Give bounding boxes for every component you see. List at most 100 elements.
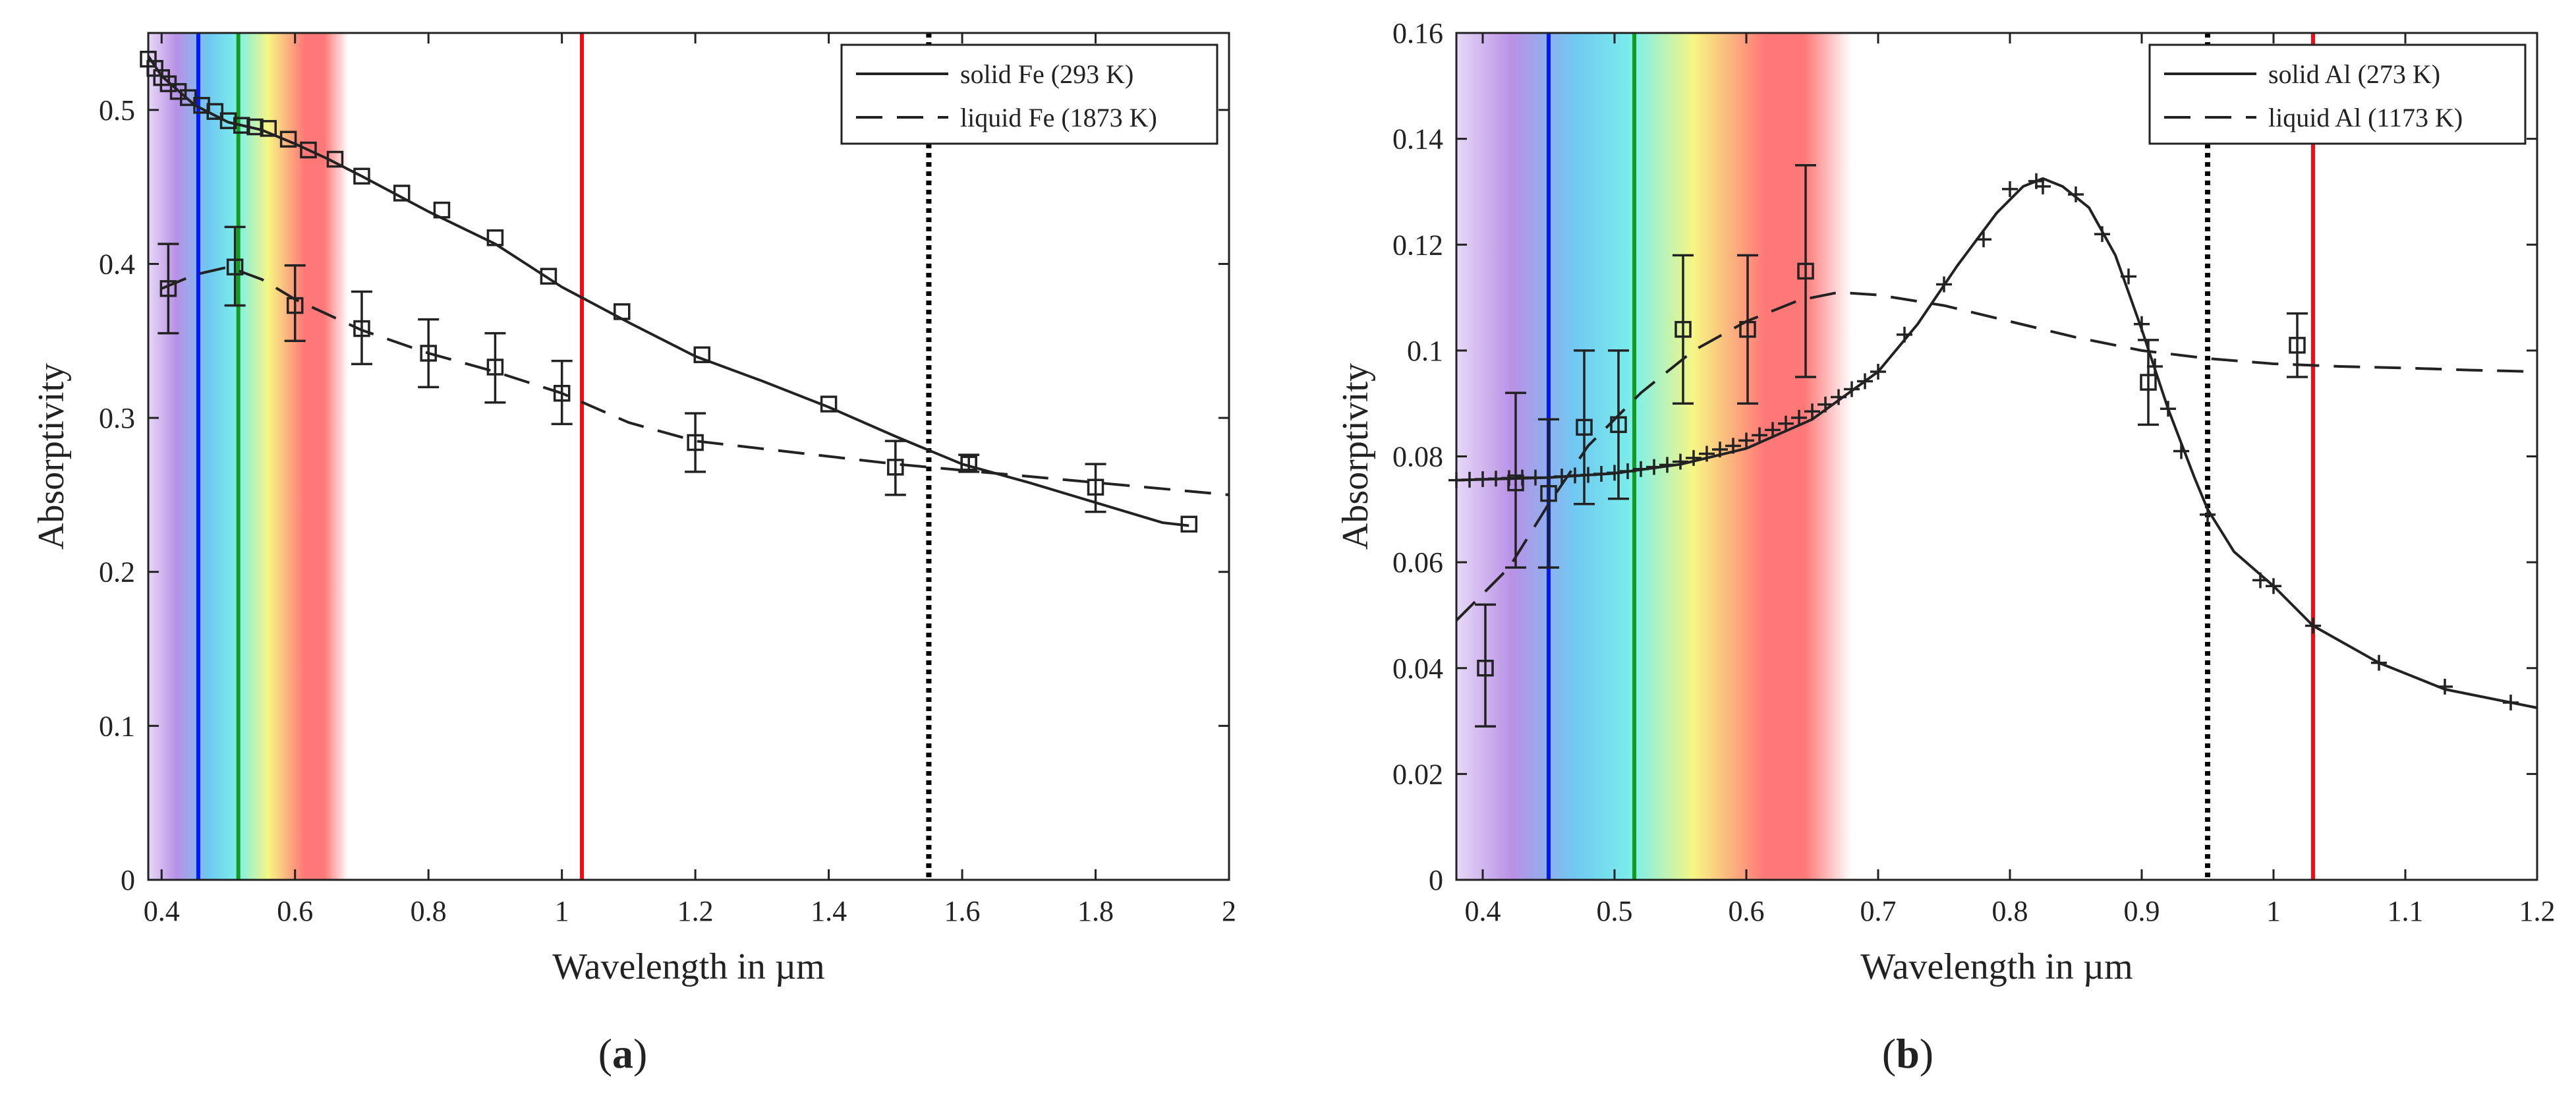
data-point (540, 268, 558, 285)
legend-box (2148, 43, 2527, 145)
data-point (279, 130, 297, 148)
data-point (326, 150, 344, 168)
data-point (1797, 262, 1814, 280)
data-point (353, 320, 370, 337)
data-point (2200, 506, 2216, 523)
data-point (260, 120, 277, 137)
data-point (1778, 415, 1794, 432)
data-point (2140, 374, 2157, 391)
x-tick-label: 0.8 (1992, 895, 2028, 927)
x-tick-label: 1.6 (944, 895, 981, 927)
y-tick-label: 0.06 (1392, 546, 1443, 579)
data-point (1180, 515, 1198, 533)
data-point (2035, 178, 2051, 194)
data-point (1870, 364, 1886, 380)
data-point (1633, 461, 1649, 477)
series-line (161, 266, 1230, 496)
x-tick-label: 2 (1222, 895, 1236, 927)
data-point (2094, 226, 2110, 243)
y-tick-label: 0.1 (99, 710, 135, 742)
data-point (1607, 465, 1622, 481)
data-point (1712, 442, 1728, 458)
data-point (159, 280, 177, 297)
y-tick-label: 0 (1429, 864, 1443, 896)
data-point (1844, 381, 1860, 397)
data-point (1620, 463, 1636, 479)
data-point (1831, 389, 1846, 405)
data-point (433, 201, 451, 219)
x-axis-label: Wavelength in µm (552, 946, 824, 987)
data-point (1818, 396, 1833, 413)
data-point (1576, 418, 1593, 436)
y-tick-label: 0.16 (1392, 17, 1443, 49)
legend-label: solid Fe (293 K) (960, 59, 1133, 89)
data-point (1804, 403, 1820, 420)
panel-b: 0.4 0.5 0.6 0.7 0.8 0.9 1 1.1 1.2 0 0.02 0.04 0.06 0.… (1335, 17, 2556, 1077)
data-point (206, 103, 223, 120)
series-line (1455, 291, 2538, 621)
data-point (2266, 578, 2281, 594)
data-point (353, 167, 370, 185)
y-tick-label: 0.04 (1392, 652, 1443, 685)
data-point (2371, 654, 2387, 671)
data-point (687, 434, 704, 451)
x-tick-label: 1.4 (811, 895, 847, 927)
legend: solid Fe (293 K) liquid Fe (1873 K) (840, 43, 1218, 145)
data-point (2002, 181, 2018, 197)
data-point (2121, 268, 2136, 285)
y-axis-label: Absorptivity (31, 363, 72, 550)
data-point (219, 112, 237, 129)
y-tick-label: 0.14 (1392, 123, 1443, 156)
y-tick-label: 0.4 (99, 248, 135, 280)
series-line (147, 55, 1189, 527)
data-point (1857, 373, 1873, 389)
data-point (393, 185, 411, 202)
data-point (2068, 186, 2084, 202)
legend-box (840, 43, 1218, 145)
data-point (2289, 337, 2306, 354)
x-tick-label: 1 (555, 895, 569, 927)
data-point (246, 118, 264, 136)
data-point (1528, 469, 1543, 486)
data-point (1673, 453, 1688, 470)
data-point (820, 395, 838, 413)
data-point (1738, 432, 1754, 449)
data-point (233, 117, 250, 134)
data-point (1087, 478, 1104, 496)
panel-label: (b) (1882, 1030, 1933, 1077)
x-tick-label: 0.4 (144, 895, 180, 927)
panel-label: (a) (598, 1030, 648, 1077)
data-point (420, 345, 437, 362)
data-point (1686, 449, 1702, 466)
x-tick-label: 1.1 (2388, 895, 2424, 927)
legend-label: liquid Al (1173 K) (2268, 103, 2463, 132)
data-point (693, 346, 710, 364)
y-tick-label: 0.2 (99, 556, 135, 589)
axes-box (147, 32, 1230, 881)
y-tick-label: 0.08 (1392, 441, 1443, 473)
data-point (1477, 660, 1494, 677)
data-point (1976, 231, 1991, 248)
data-point (2503, 694, 2519, 710)
series-solid (1448, 173, 2538, 710)
x-tick-label: 1 (2266, 895, 2281, 927)
data-point (1610, 416, 1627, 434)
y-tick-label: 0.3 (99, 402, 135, 434)
y-axis-label: Absorptivity (1335, 363, 1376, 550)
data-point (2160, 401, 2176, 417)
data-point (2252, 572, 2268, 589)
series-solid (140, 50, 1198, 533)
x-tick-label: 0.6 (1729, 895, 1765, 927)
data-point (960, 455, 977, 473)
data-point (300, 141, 317, 159)
data-point (1765, 422, 1781, 438)
y-tick-label: 0.1 (1407, 335, 1443, 367)
data-point (286, 297, 304, 314)
data-point (1897, 326, 1912, 343)
data-point (1507, 474, 1524, 492)
panel-letter: b (1896, 1030, 1920, 1077)
data-point (1791, 409, 1807, 426)
data-point (1699, 446, 1715, 462)
y-tick-label: 0.5 (99, 94, 135, 127)
